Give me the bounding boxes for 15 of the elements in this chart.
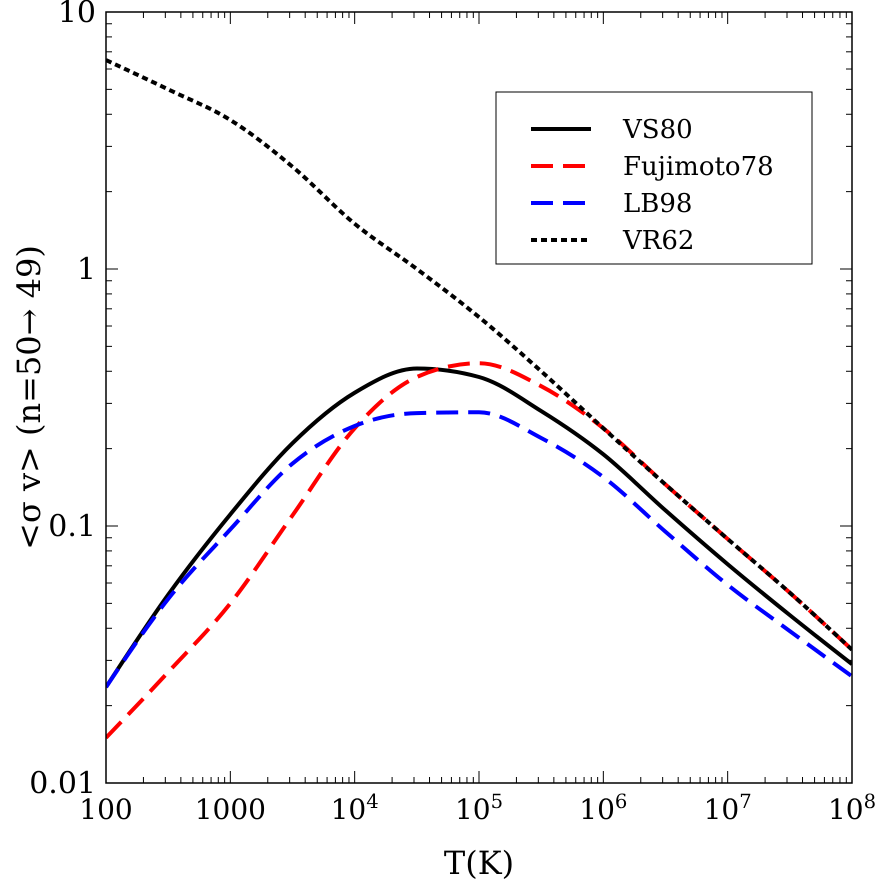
y-tick-label: 0.1 — [48, 509, 96, 544]
x-tick-label: 10$^{4}$ — [330, 790, 379, 826]
x-tick-label: 10$^{5}$ — [454, 790, 504, 826]
x-axis-title: T(K) — [444, 844, 514, 882]
legend-label: VS80 — [622, 115, 693, 145]
y-tick-label: 10 — [58, 0, 96, 30]
x-tick-label: 1000 — [194, 793, 266, 826]
legend-label: VR62 — [622, 226, 694, 256]
legend-label: LB98 — [623, 189, 692, 219]
x-tick-label: 10$^{7}$ — [704, 790, 752, 826]
x-tick-label: 10$^{6}$ — [579, 790, 628, 826]
y-axis-title: <σ v> (n=50→ 49) — [10, 245, 48, 550]
x-tick-label: 10$^{8}$ — [828, 790, 876, 826]
legend-label: Fujimoto78 — [623, 152, 774, 182]
y-tick-label: 1 — [76, 252, 96, 287]
